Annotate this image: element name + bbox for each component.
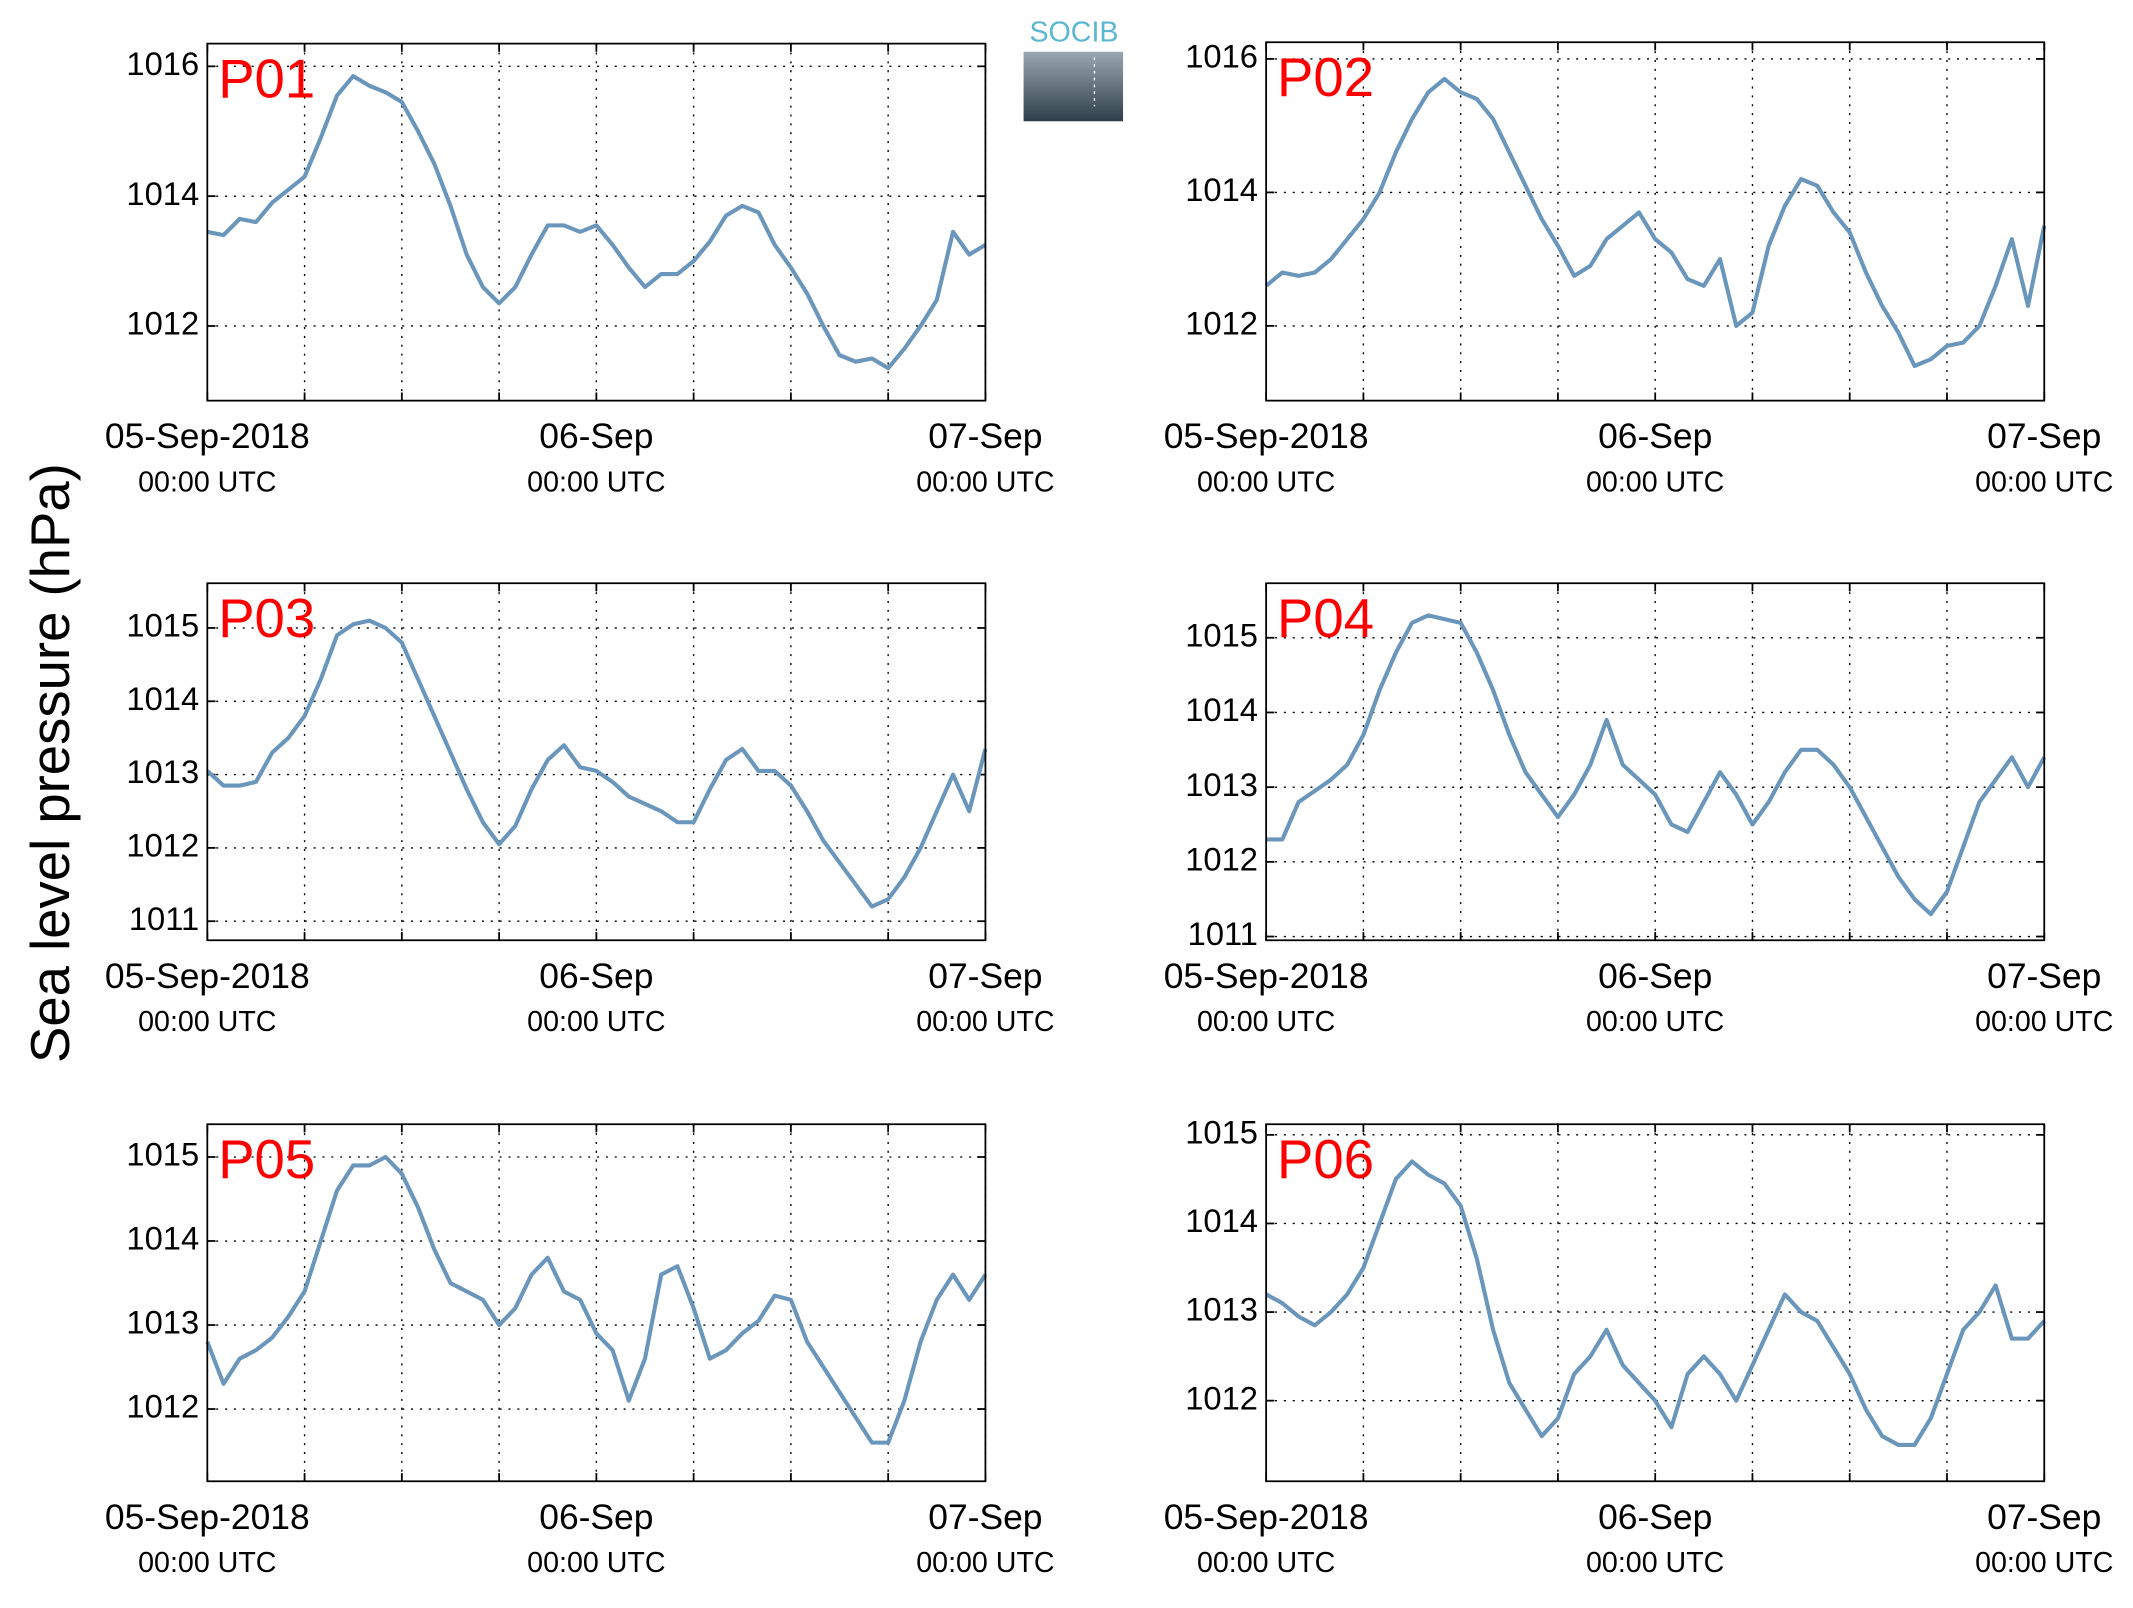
y-tick-label: 1014 xyxy=(126,175,199,212)
x-tick-label: 07-Sep xyxy=(1987,956,2101,996)
y-tick-label: 1015 xyxy=(126,1136,199,1173)
x-tick-label: 05-Sep-2018 xyxy=(105,416,310,456)
logo-text: SOCIB xyxy=(1029,17,1118,49)
x-tick-sublabel: 00:00 UTC xyxy=(1197,1547,1335,1579)
x-tick-label: 06-Sep xyxy=(1598,1497,1712,1537)
y-axis-label: Sea level pressure (hPa) xyxy=(20,463,81,1063)
x-tick-label: 07-Sep xyxy=(1987,416,2101,456)
x-tick-sublabel: 00:00 UTC xyxy=(138,1547,276,1579)
y-tick-label: 1011 xyxy=(1188,915,1258,952)
x-tick-sublabel: 00:00 UTC xyxy=(1197,1006,1335,1038)
subplot: 1012 1014 1016 05-Sep-2018 00:00 UTC 06-Sep 00… xyxy=(105,42,1055,498)
x-tick-sublabel: 00:00 UTC xyxy=(916,1006,1054,1038)
y-tick-label: 1012 xyxy=(1185,305,1258,342)
line-series xyxy=(205,618,988,909)
y-tick-label: 1013 xyxy=(1185,1291,1258,1328)
plot-frame xyxy=(1265,1123,2046,1483)
y-tick-label: 1011 xyxy=(129,900,199,937)
line-series xyxy=(1265,1159,2046,1447)
y-tick-label: 1014 xyxy=(126,1220,199,1257)
x-tick-sublabel: 00:00 UTC xyxy=(1975,466,2113,498)
x-tick-sublabel: 00:00 UTC xyxy=(1586,1547,1724,1579)
x-tick-sublabel: 00:00 UTC xyxy=(1975,1006,2113,1038)
panel-title: P03 xyxy=(218,588,315,649)
panel-title: P05 xyxy=(218,1129,315,1190)
y-tick-label: 1013 xyxy=(126,1304,199,1341)
line-series xyxy=(1266,613,2047,917)
x-tick-sublabel: 00:00 UTC xyxy=(1586,1006,1724,1038)
x-tick-label: 05-Sep-2018 xyxy=(1164,956,1369,996)
y-tick-label: 1012 xyxy=(126,827,199,864)
x-tick-label: 05-Sep-2018 xyxy=(1164,416,1369,456)
y-tick-label: 1012 xyxy=(1185,840,1258,877)
x-tick-sublabel: 00:00 UTC xyxy=(1197,466,1335,498)
line-series xyxy=(1264,76,2047,368)
plot-frame xyxy=(206,42,987,402)
x-tick-label: 06-Sep xyxy=(1598,416,1712,456)
x-tick-sublabel: 00:00 UTC xyxy=(527,1006,665,1038)
x-tick-label: 07-Sep xyxy=(928,416,1042,456)
y-tick-label: 1014 xyxy=(126,680,199,717)
y-tick-label: 1012 xyxy=(126,1388,199,1425)
y-tick-label: 1014 xyxy=(1185,171,1258,208)
y-tick-label: 1013 xyxy=(126,753,199,790)
subplot: 1012 1013 1014 1015 05-Sep-2018 00:00 UTC 06-S… xyxy=(1164,1114,2114,1579)
y-tick-label: 1012 xyxy=(1185,1379,1258,1416)
x-tick-label: 06-Sep xyxy=(539,956,653,996)
y-tick-label: 1016 xyxy=(126,45,199,82)
y-tick-label: 1013 xyxy=(1185,766,1258,803)
x-tick-label: 05-Sep-2018 xyxy=(1164,1497,1369,1537)
x-tick-sublabel: 00:00 UTC xyxy=(527,1547,665,1579)
x-tick-label: 06-Sep xyxy=(539,1497,653,1537)
plot-frame xyxy=(206,582,987,942)
y-tick-label: 1016 xyxy=(1185,38,1258,75)
logo: SOCIB xyxy=(1023,17,1124,122)
subplot: 1011 1012 1013 1014 1015 05-Sep-2018 00:00 UTC… xyxy=(105,582,1055,1038)
y-tick-label: 1014 xyxy=(1185,691,1258,728)
x-tick-label: 05-Sep-2018 xyxy=(105,956,310,996)
y-tick-label: 1015 xyxy=(1185,616,1258,653)
x-tick-sublabel: 00:00 UTC xyxy=(138,466,276,498)
x-tick-sublabel: 00:00 UTC xyxy=(916,466,1054,498)
x-tick-sublabel: 00:00 UTC xyxy=(1975,1547,2113,1579)
plot-frame xyxy=(206,1123,987,1483)
plot-frame xyxy=(1265,582,2046,942)
x-tick-sublabel: 00:00 UTC xyxy=(138,1006,276,1038)
x-tick-sublabel: 00:00 UTC xyxy=(916,1547,1054,1579)
panel-title: P02 xyxy=(1277,47,1374,108)
y-tick-label: 1014 xyxy=(1185,1202,1258,1239)
y-tick-label: 1015 xyxy=(1185,1114,1258,1151)
x-tick-label: 07-Sep xyxy=(1987,1497,2101,1537)
line-series xyxy=(205,1154,988,1445)
subplot: 1012 1014 1016 05-Sep-2018 00:00 UTC 06-Sep 00… xyxy=(1164,38,2114,499)
y-tick-label: 1012 xyxy=(126,305,199,342)
panel-title: P04 xyxy=(1277,588,1374,649)
logo-box xyxy=(1023,51,1124,122)
x-tick-label: 06-Sep xyxy=(1598,956,1712,996)
panel-title: P06 xyxy=(1277,1129,1374,1190)
x-tick-label: 07-Sep xyxy=(928,1497,1042,1537)
x-tick-label: 05-Sep-2018 xyxy=(105,1497,310,1537)
y-tick-label: 1015 xyxy=(126,607,199,644)
x-tick-sublabel: 00:00 UTC xyxy=(1586,466,1724,498)
x-tick-label: 07-Sep xyxy=(928,956,1042,996)
subplot: 1012 1013 1014 1015 05-Sep-2018 00:00 UTC 06-S… xyxy=(105,1123,1055,1579)
plot-frame xyxy=(1265,41,2046,402)
panel-title: P01 xyxy=(218,49,315,110)
line-series xyxy=(206,74,987,371)
x-tick-label: 06-Sep xyxy=(539,416,653,456)
x-tick-sublabel: 00:00 UTC xyxy=(527,466,665,498)
subplot: 1011 1012 1013 1014 1015 05-Sep-2018 00:00 UTC… xyxy=(1164,582,2113,1038)
